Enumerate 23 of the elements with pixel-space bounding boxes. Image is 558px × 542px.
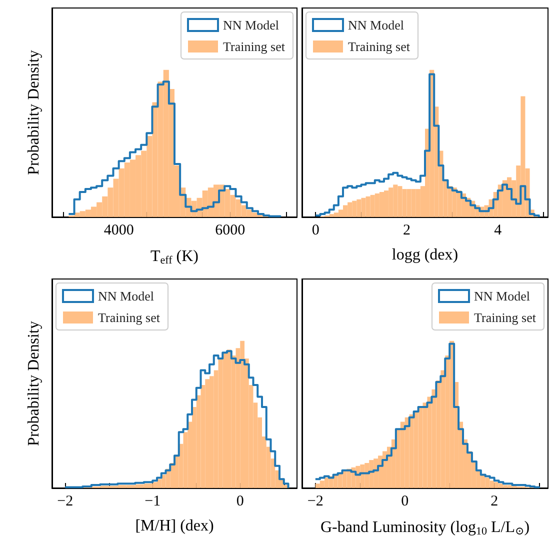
legend-label: Training set <box>98 310 160 325</box>
x-tick-label: 4000 <box>104 222 134 238</box>
x-tick-label: 0 <box>236 494 244 510</box>
x-tick-label: 2 <box>490 494 498 510</box>
y-axis-title: Probability Density <box>26 50 42 175</box>
x-tick-label: −2 <box>57 494 74 510</box>
legend-label: Training set <box>223 39 286 54</box>
legend-label: NN Model <box>348 18 404 32</box>
x-axis-title: logg (dex) <box>392 246 458 264</box>
legend-label: NN Model <box>223 18 280 32</box>
x-tick-label: 4 <box>494 222 502 238</box>
x-tick-label: 6000 <box>215 222 246 238</box>
x-tick-label: −1 <box>144 494 161 510</box>
x-tick-label: 2 <box>403 222 411 238</box>
x-tick-label: −2 <box>307 494 324 510</box>
legend-label: NN Model <box>474 288 530 304</box>
legend-label: Training set <box>348 39 410 54</box>
legend-label: NN Model <box>98 288 154 304</box>
x-tick-label: 0 <box>401 494 409 510</box>
y-axis-title: Probability Density <box>26 321 42 446</box>
x-axis-title: [M/H] (dex) <box>135 518 214 534</box>
x-tick-label: 0 <box>312 222 320 238</box>
legend-label: Training set <box>474 310 536 325</box>
